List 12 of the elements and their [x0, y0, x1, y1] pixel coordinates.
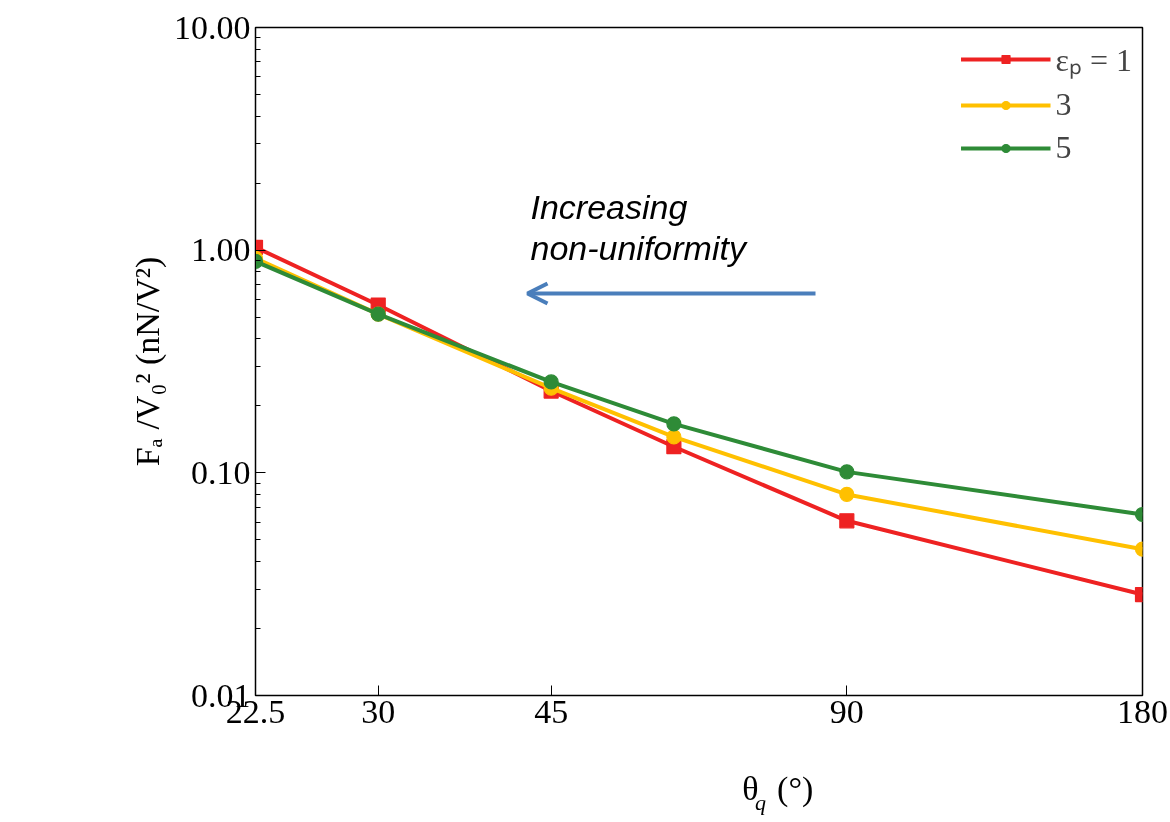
- x-tick-label: 180: [1117, 692, 1168, 730]
- y-axis-title: Fₐ /V₀² (nN/V²): [129, 256, 167, 467]
- y-tick-label: 1.00: [191, 231, 251, 269]
- x-tick-label: 45: [534, 692, 569, 730]
- annotation: Increasing non-uniformity: [530, 187, 748, 268]
- x-tick-label: 30: [361, 692, 396, 730]
- y-tick-label: 10.00: [174, 8, 251, 46]
- y-tick-label: 0.10: [191, 453, 251, 491]
- legend-label: 3: [1055, 86, 1073, 123]
- x-tick-label: 90: [829, 692, 864, 730]
- legend-label: 5: [1055, 129, 1073, 166]
- legend-label: εₚ = 1: [1055, 41, 1132, 80]
